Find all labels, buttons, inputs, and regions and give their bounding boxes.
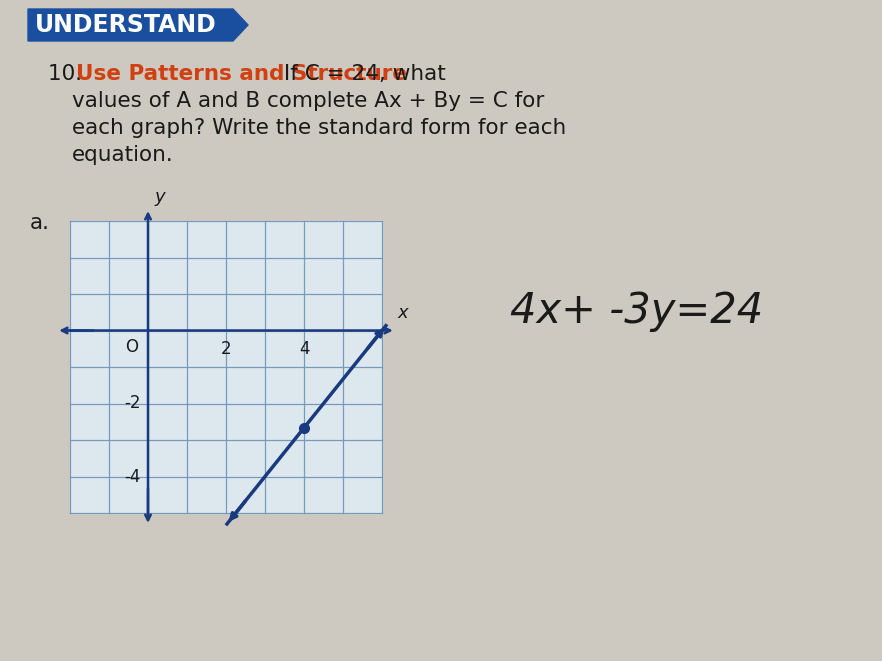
Text: UNDERSTAND: UNDERSTAND xyxy=(34,13,216,37)
Text: a.: a. xyxy=(30,213,50,233)
Text: O: O xyxy=(125,338,138,356)
Polygon shape xyxy=(28,9,248,41)
Text: equation.: equation. xyxy=(72,145,174,165)
Text: 2: 2 xyxy=(220,340,231,358)
Text: each graph? Write the standard form for each: each graph? Write the standard form for … xyxy=(72,118,566,138)
Text: values of A and B complete Ax + By = C for: values of A and B complete Ax + By = C f… xyxy=(72,91,544,111)
Text: 4: 4 xyxy=(299,340,310,358)
Text: Use Patterns and Structure: Use Patterns and Structure xyxy=(76,64,407,84)
Text: -4: -4 xyxy=(124,467,141,485)
Bar xyxy=(70,221,382,513)
Text: 10.: 10. xyxy=(48,64,89,84)
Text: x: x xyxy=(398,305,408,323)
Text: 4x+ -3y=24: 4x+ -3y=24 xyxy=(510,290,763,332)
Text: -2: -2 xyxy=(124,395,141,412)
Text: If C = 24, what: If C = 24, what xyxy=(277,64,445,84)
Text: y: y xyxy=(154,188,165,206)
